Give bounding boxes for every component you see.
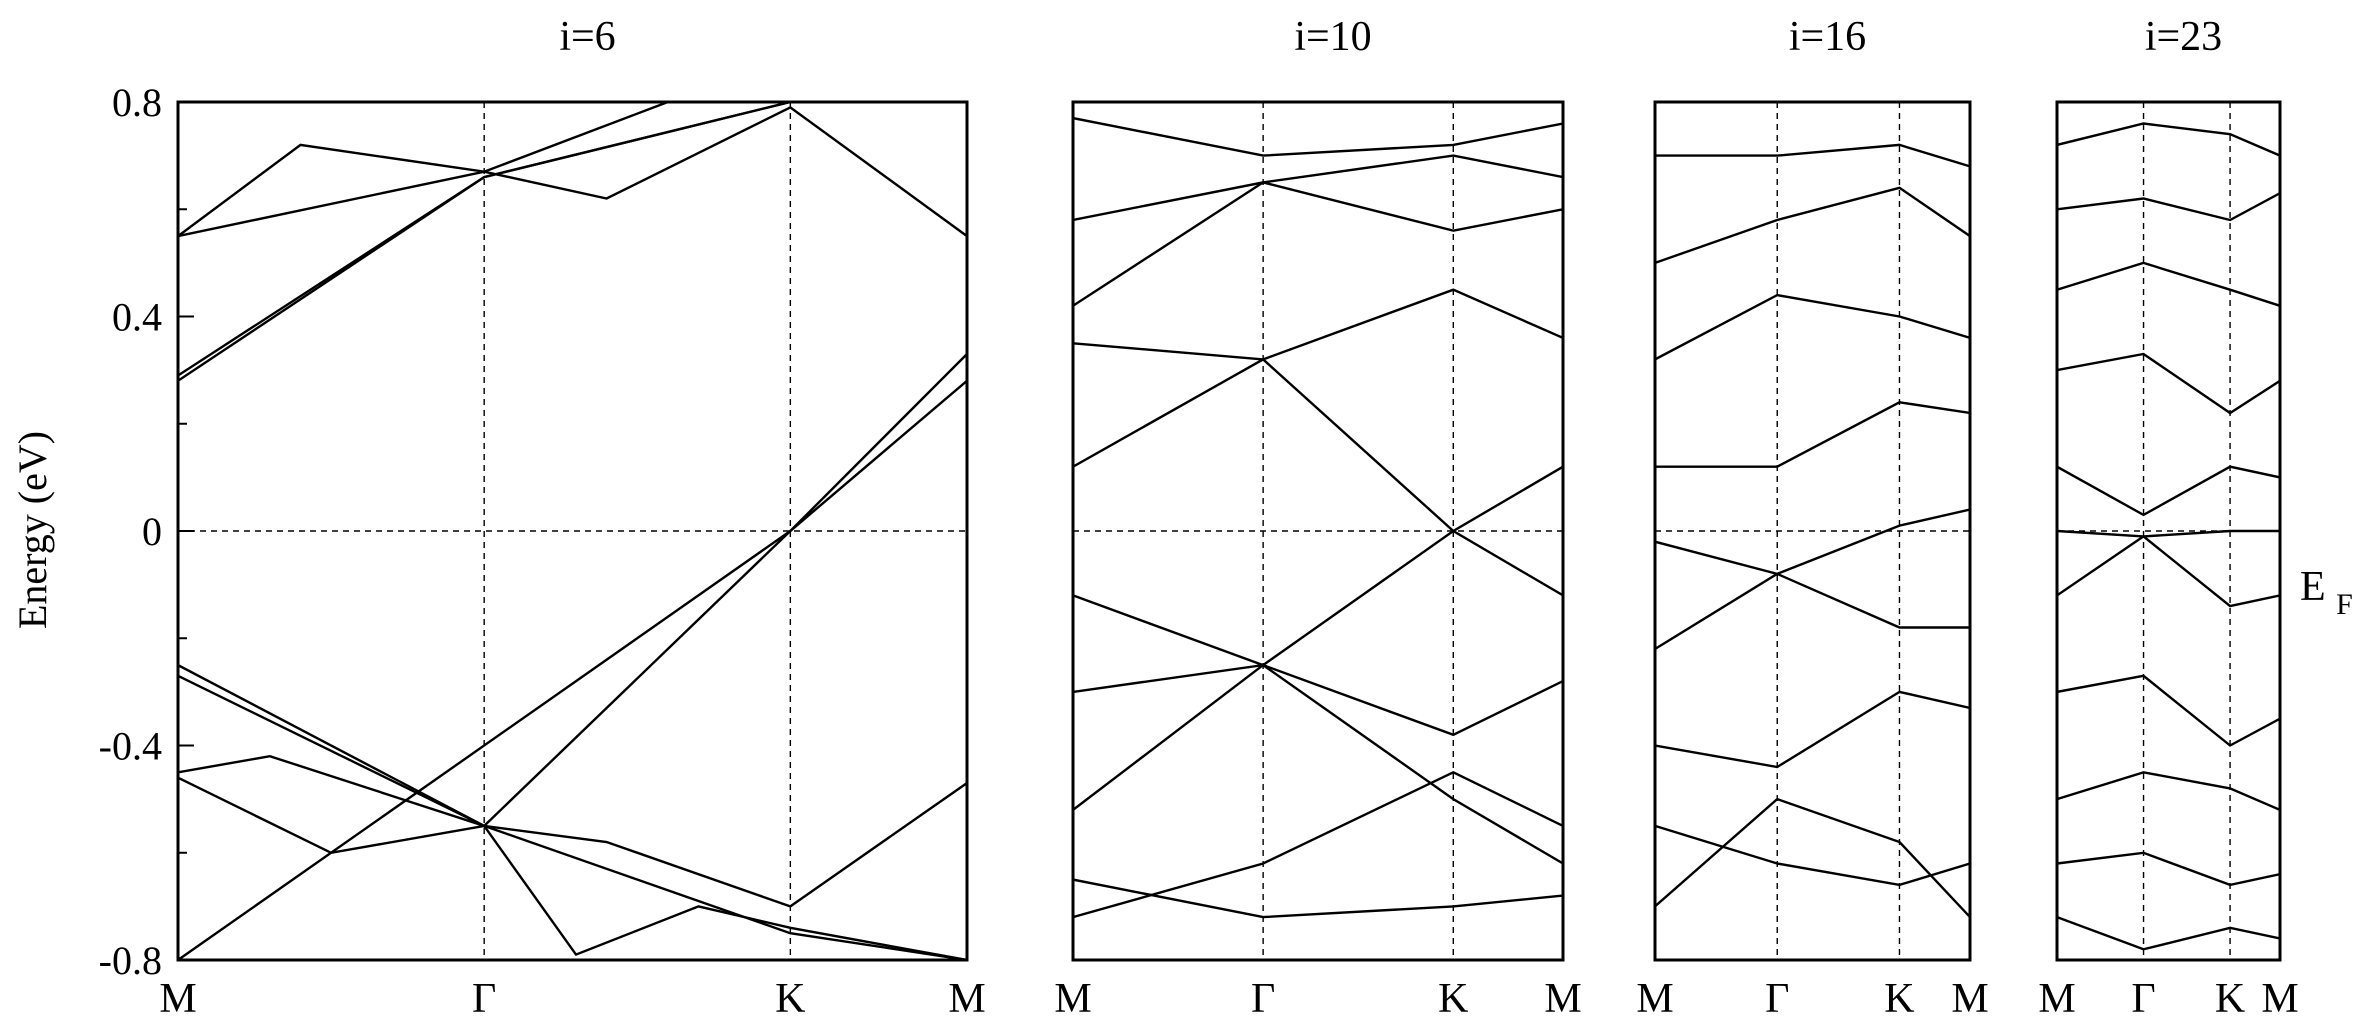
band-line: [1073, 116, 1563, 157]
band-line: [1655, 824, 1970, 887]
panels-group: i=6M Γ K M0.80.40-0.4-0.8i=10M Γ K Mi=16M Γ K Mi=…: [99, 14, 2299, 1022]
band-line: [1655, 186, 1970, 265]
band-line: [2057, 465, 2280, 517]
y-axis-label: Energy (eV): [10, 431, 55, 629]
bands-group: [2057, 122, 2280, 951]
panel-frame: [176, 100, 969, 962]
y-tick-label: 0.4: [112, 295, 162, 340]
x-tick-label: Γ: [2131, 976, 2155, 1022]
bands-group: [1073, 116, 1563, 919]
panel-frame: [1653, 100, 1972, 962]
band-line: [178, 102, 967, 238]
band-line: [2057, 851, 2280, 887]
panel-frame: [2055, 100, 2282, 962]
band-line: [1073, 154, 1563, 307]
band-line: [1655, 293, 1970, 361]
x-tick-label: K: [1884, 976, 1914, 1022]
y-tick-label: -0.8: [99, 938, 162, 983]
panel-title: i=23: [2145, 14, 2222, 60]
band-line: [2057, 674, 2280, 747]
x-tick-label: M: [1636, 976, 1673, 1022]
band-line: [1655, 797, 1970, 918]
band-line: [178, 102, 967, 382]
x-tick-label: M: [1951, 976, 1988, 1022]
x-tick-label: M: [2261, 976, 2298, 1022]
band-line: [2057, 771, 2280, 812]
band-line: [1073, 663, 1563, 811]
band-line: [2057, 534, 2280, 608]
band-line: [1073, 878, 1563, 919]
x-tick-label: M: [948, 976, 985, 1022]
band-line: [178, 754, 967, 908]
x-tick-label: Γ: [1765, 976, 1789, 1022]
panel-frame: [1071, 100, 1565, 962]
panel-4: i=23M Γ K M: [2038, 14, 2298, 1022]
x-tick-label: M: [1054, 976, 1091, 1022]
band-line: [1073, 288, 1563, 361]
band-line: [178, 102, 967, 377]
panel-3: i=16M Γ K M: [1636, 14, 1988, 1022]
band-line: [1073, 663, 1563, 865]
band-line: [1073, 770, 1563, 919]
x-tick-label: M: [159, 976, 196, 1022]
band-line: [2057, 122, 2280, 157]
band-line: [1073, 357, 1563, 597]
band-line: [1073, 181, 1563, 232]
band-line: [2057, 529, 2280, 538]
band-line: [178, 106, 967, 238]
panel-title: i=6: [559, 14, 615, 60]
x-tick-label: K: [1438, 976, 1468, 1022]
y-tick-label: -0.4: [99, 724, 162, 769]
panel-title: i=10: [1294, 14, 1371, 60]
band-line: [178, 674, 967, 960]
fermi-level-label: E F: [2300, 564, 2353, 621]
band-line: [178, 379, 967, 960]
bands-group: [178, 102, 967, 960]
panel-title: i=16: [1789, 14, 1866, 60]
band-line: [2057, 261, 2280, 307]
x-tick-label: M: [1544, 976, 1581, 1022]
band-line: [2057, 352, 2280, 415]
band-line: [1655, 572, 1970, 651]
bands-group: [1655, 143, 1970, 918]
band-line: [1655, 401, 1970, 468]
band-line: [1073, 465, 1563, 667]
band-line: [2057, 192, 2280, 222]
band-line: [2057, 915, 2280, 951]
band-line: [1655, 508, 1970, 576]
y-tick-label: 0.8: [112, 80, 162, 125]
band-line: [178, 776, 967, 960]
x-tick-label: Γ: [1251, 976, 1275, 1022]
fermi-label-subscript: F: [2336, 588, 2353, 621]
band-line: [1655, 143, 1970, 168]
y-tick-label: 0: [142, 509, 162, 554]
x-tick-label: K: [775, 976, 805, 1022]
x-tick-label: M: [2038, 976, 2075, 1022]
x-tick-label: Γ: [472, 976, 496, 1022]
panel-2: i=10 M Γ K M: [1054, 14, 1581, 1022]
band-line: [178, 353, 967, 828]
band-line: [1655, 690, 1970, 769]
fermi-label-main: E: [2300, 564, 2326, 610]
panel-1: i=6 M Γ K M 0.8 0.4 0 -0.4 -0.8: [99, 14, 986, 1022]
x-tick-label: K: [2215, 976, 2245, 1022]
